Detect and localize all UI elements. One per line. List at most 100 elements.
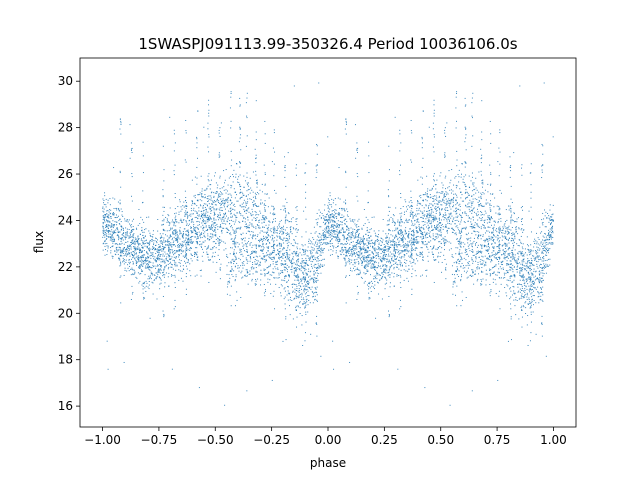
data-point xyxy=(302,297,304,299)
data-point xyxy=(333,230,335,232)
data-point xyxy=(235,163,237,165)
data-point xyxy=(119,203,121,205)
data-point xyxy=(307,250,309,252)
data-point xyxy=(210,184,212,186)
data-point xyxy=(108,211,110,213)
data-point xyxy=(195,227,197,229)
data-point xyxy=(137,257,139,259)
data-point xyxy=(236,291,238,293)
data-point xyxy=(516,262,518,264)
data-point xyxy=(485,279,487,281)
data-point xyxy=(280,228,282,229)
data-point xyxy=(404,233,406,235)
data-point xyxy=(341,251,343,253)
data-point xyxy=(508,253,510,255)
data-point xyxy=(267,240,269,242)
data-point xyxy=(379,265,381,267)
data-point xyxy=(530,311,532,313)
data-point xyxy=(135,260,137,262)
data-point xyxy=(485,203,487,205)
data-point xyxy=(423,207,425,209)
data-point xyxy=(280,256,282,258)
data-point xyxy=(389,241,391,243)
data-point xyxy=(325,222,327,224)
data-point xyxy=(548,215,550,217)
data-point xyxy=(357,268,359,270)
data-point xyxy=(386,279,388,281)
data-point xyxy=(115,243,117,245)
data-point xyxy=(520,253,522,255)
data-point xyxy=(208,226,210,228)
data-point xyxy=(302,245,304,247)
data-point xyxy=(472,202,474,204)
data-point xyxy=(394,255,396,257)
data-point xyxy=(489,270,491,271)
data-point xyxy=(297,275,299,277)
data-point xyxy=(144,281,146,283)
data-point xyxy=(206,253,208,255)
data-point xyxy=(214,251,216,253)
data-point xyxy=(350,261,352,263)
data-point xyxy=(504,248,506,250)
data-point xyxy=(346,255,348,257)
data-point xyxy=(389,206,391,208)
data-point xyxy=(168,254,170,256)
data-point xyxy=(252,264,254,266)
data-point xyxy=(134,250,136,252)
data-point xyxy=(293,274,295,276)
data-point xyxy=(335,237,337,239)
data-point xyxy=(163,239,165,241)
data-point xyxy=(350,220,352,222)
data-point xyxy=(298,291,300,293)
data-point xyxy=(271,274,273,276)
data-point xyxy=(252,235,254,237)
data-point xyxy=(179,262,181,264)
data-point xyxy=(285,260,287,262)
data-point xyxy=(244,274,246,276)
data-point xyxy=(239,228,241,230)
data-point xyxy=(425,204,427,206)
data-point xyxy=(223,227,225,229)
data-point xyxy=(549,224,551,226)
data-point xyxy=(507,227,509,229)
data-point xyxy=(125,234,127,236)
data-point xyxy=(144,297,146,299)
data-point xyxy=(385,272,387,274)
data-point xyxy=(525,279,527,281)
data-point xyxy=(333,217,335,219)
data-point xyxy=(427,217,429,219)
data-point xyxy=(407,251,409,253)
data-point xyxy=(243,199,245,201)
data-point xyxy=(237,246,239,248)
data-point xyxy=(282,340,284,342)
data-point xyxy=(355,157,357,159)
data-point xyxy=(520,295,522,297)
data-point xyxy=(206,197,208,199)
data-point xyxy=(149,243,151,245)
data-point xyxy=(246,209,248,211)
data-point xyxy=(511,214,513,216)
data-point xyxy=(114,250,116,252)
data-point xyxy=(436,224,438,226)
data-point xyxy=(102,206,104,208)
data-point xyxy=(455,207,457,209)
data-point xyxy=(404,244,406,246)
data-point xyxy=(330,214,332,216)
data-point xyxy=(221,207,223,209)
data-point xyxy=(315,277,317,279)
data-point xyxy=(537,261,539,263)
data-point xyxy=(329,221,331,223)
data-point xyxy=(232,229,234,231)
data-point xyxy=(530,257,532,259)
data-point xyxy=(441,192,443,194)
data-point xyxy=(223,215,225,217)
data-point xyxy=(111,226,113,228)
data-point xyxy=(412,212,414,214)
data-point xyxy=(348,232,350,234)
data-point xyxy=(344,231,346,233)
data-point xyxy=(156,276,158,278)
data-point xyxy=(218,214,220,216)
data-point xyxy=(391,221,393,223)
data-point xyxy=(480,220,482,222)
data-point xyxy=(195,236,197,238)
